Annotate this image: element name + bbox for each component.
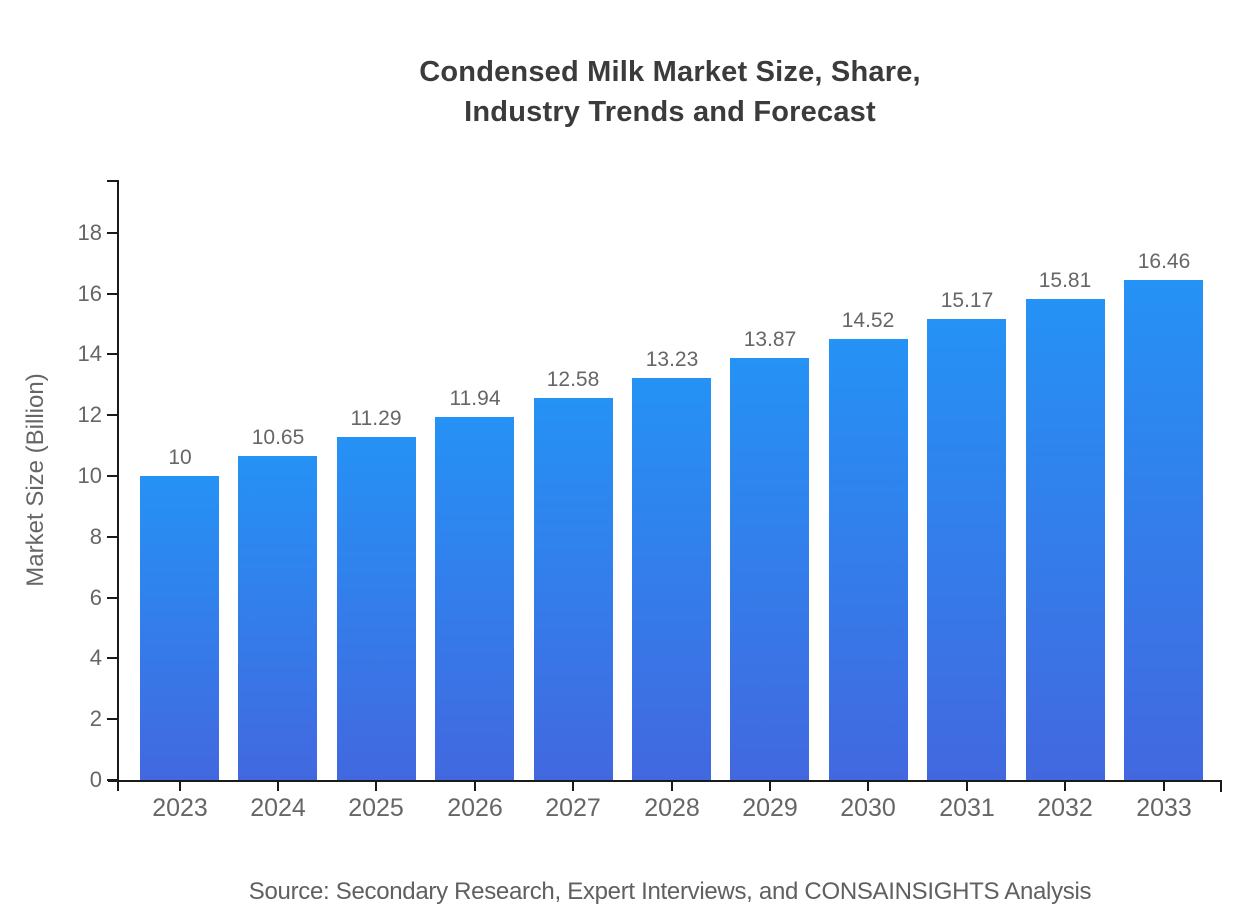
x-tick-2029: [769, 782, 771, 791]
y-tick-18: [107, 232, 117, 234]
x-tick-label-2029: 2029: [742, 794, 798, 822]
bar-2030: [829, 339, 908, 780]
y-tick-label-2: 2: [89, 706, 102, 731]
bar-value-label-2030: 14.52: [841, 309, 895, 332]
chart-title: Condensed Milk Market Size, Share, Indus…: [419, 56, 921, 128]
bar-2028: [632, 378, 711, 780]
x-tick-label-2028: 2028: [644, 794, 700, 822]
bar-value-label-2023: 10: [168, 446, 192, 469]
x-tick-label-2033: 2033: [1136, 794, 1192, 822]
bar-value-label-2033: 16.46: [1137, 250, 1191, 273]
bar-value-label-2032: 15.81: [1038, 269, 1092, 292]
x-tick-2030: [867, 782, 869, 791]
bar-2029: [730, 358, 809, 780]
bar-value-label-2025: 11.29: [350, 407, 402, 430]
x-tick-2026: [474, 782, 476, 791]
bar-value-label-2027: 12.58: [546, 368, 600, 391]
y-tick-label-12: 12: [77, 402, 102, 427]
bar-2025: [337, 437, 416, 780]
y-tick-label-8: 8: [89, 524, 102, 549]
y-tick-label-18: 18: [77, 220, 102, 245]
bar-2031: [927, 319, 1006, 780]
bar-2027: [534, 398, 613, 780]
bar-2023: [140, 476, 219, 780]
y-tick-6: [107, 597, 117, 599]
y-tick-2: [107, 718, 117, 720]
y-tick-0: [107, 779, 117, 781]
y-tick-12: [107, 414, 117, 416]
y-tick-10: [107, 475, 117, 477]
y-tick-label-4: 4: [89, 645, 102, 670]
x-tick-label-2031: 2031: [939, 794, 995, 822]
y-tick-14: [107, 353, 117, 355]
y-tick-label-14: 14: [77, 341, 102, 366]
bar-2033: [1124, 280, 1203, 780]
bar-value-label-2026: 11.94: [449, 387, 501, 410]
x-tick-label-2023: 2023: [152, 794, 208, 822]
x-tick-2025: [375, 782, 377, 791]
y-tick-label-10: 10: [77, 463, 102, 488]
x-tick-2033: [1163, 782, 1165, 791]
y-tick-8: [107, 536, 117, 538]
bar-value-label-2031: 15.17: [940, 289, 994, 312]
y-axis-end-tick: [107, 180, 117, 182]
x-tick-2027: [572, 782, 574, 791]
bar-2032: [1026, 299, 1105, 780]
x-tick-2023: [179, 782, 181, 791]
source-caption: Source: Secondary Research, Expert Inter…: [248, 878, 1092, 905]
x-tick-2028: [671, 782, 673, 791]
x-tick-label-2024: 2024: [250, 794, 306, 822]
x-tick-2032: [1064, 782, 1066, 791]
x-tick-label-2026: 2026: [447, 794, 503, 822]
y-tick-label-16: 16: [77, 281, 102, 306]
bar-2024: [238, 456, 317, 780]
x-tick-label-2027: 2027: [545, 794, 601, 822]
bar-value-label-2028: 13.23: [645, 348, 699, 371]
x-tick-label-2030: 2030: [840, 794, 896, 822]
x-tick-2024: [277, 782, 279, 791]
x-tick-2031: [966, 782, 968, 791]
y-tick-label-6: 6: [89, 585, 102, 610]
x-axis-line: [108, 780, 1222, 782]
x-axis-end-tick: [1220, 780, 1222, 792]
bar-2026: [435, 417, 514, 780]
x-tick-label-2025: 2025: [348, 794, 404, 822]
y-axis-line: [117, 180, 119, 791]
bar-value-label-2024: 10.65: [251, 426, 305, 449]
x-tick-label-2032: 2032: [1037, 794, 1093, 822]
y-tick-16: [107, 293, 117, 295]
bar-value-label-2029: 13.87: [743, 328, 797, 351]
y-tick-label-0: 0: [89, 767, 102, 792]
y-tick-4: [107, 657, 117, 659]
